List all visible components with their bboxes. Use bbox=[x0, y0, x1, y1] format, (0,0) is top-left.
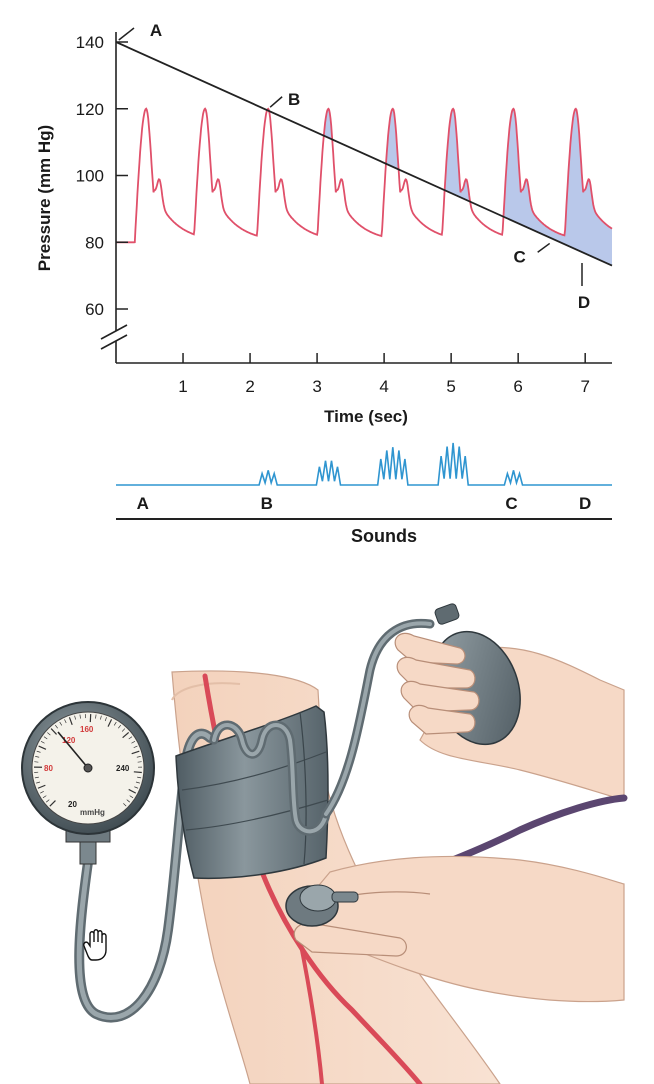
y-tick-label: 120 bbox=[76, 100, 104, 119]
gauge-tick bbox=[133, 745, 138, 749]
cuff-tubes bbox=[209, 618, 435, 836]
x-tick-label: 2 bbox=[245, 377, 254, 396]
pressure-chart: 60 80 100 120 140 1 2 3 4 5 6 7 Pressure (mm Hg) T… bbox=[35, 21, 613, 426]
y-tick-label: 140 bbox=[76, 33, 104, 52]
gauge-tick bbox=[50, 728, 58, 735]
sound-marker-D: D bbox=[579, 494, 591, 513]
gauge-tick bbox=[113, 721, 117, 726]
annotation-label-B: B bbox=[288, 90, 300, 109]
gauge-tick bbox=[129, 795, 134, 799]
annotation-label-C: C bbox=[514, 247, 526, 266]
gauge-tick bbox=[126, 799, 131, 803]
gauge-tick bbox=[40, 790, 44, 794]
gauge-tick bbox=[42, 795, 47, 799]
gauge-tick bbox=[128, 788, 137, 794]
sound-marker-B: B bbox=[261, 494, 273, 513]
gauge-tick bbox=[43, 736, 48, 740]
annotation-label-D: D bbox=[578, 293, 590, 312]
hand-cursor-icon bbox=[83, 929, 107, 961]
sounds-title: Sounds bbox=[351, 526, 417, 546]
gauge-tick bbox=[123, 803, 127, 807]
gauge-tick bbox=[54, 724, 58, 729]
gauge-tick bbox=[74, 715, 76, 720]
x-tick-label: 4 bbox=[379, 377, 388, 396]
cuff-pressure-line bbox=[115, 41, 613, 267]
gauge-tick bbox=[118, 724, 122, 729]
x-tick-label: 5 bbox=[446, 377, 455, 396]
y-tick-label: 100 bbox=[76, 167, 104, 186]
gauge-tick bbox=[37, 784, 46, 789]
gauge-tick bbox=[36, 781, 41, 784]
x-tick-label: 1 bbox=[178, 377, 187, 396]
gauge-tick bbox=[79, 714, 81, 719]
gauge-tick bbox=[40, 740, 45, 744]
stethoscope-hand bbox=[293, 855, 625, 1003]
y-axis-label: Pressure (mm Hg) bbox=[35, 125, 54, 271]
gauge-tick bbox=[107, 719, 113, 727]
gauge-tick-marks bbox=[33, 714, 142, 807]
y-tick-label: 60 bbox=[85, 300, 104, 319]
sound-marker-C: C bbox=[505, 494, 517, 513]
gauge-tick bbox=[136, 756, 141, 758]
gauge-label-240: 240 bbox=[116, 764, 130, 773]
annotation-leader bbox=[269, 96, 283, 108]
x-tick-label: 6 bbox=[513, 377, 522, 396]
gauge-tick bbox=[64, 719, 67, 724]
gauge-tick bbox=[45, 799, 50, 803]
pressure-gauge: 120 160 80 240 20 mmHg bbox=[21, 701, 155, 865]
gauge-tick bbox=[35, 756, 40, 758]
gauge-tick bbox=[121, 728, 126, 732]
x-axis-label: Time (sec) bbox=[324, 407, 408, 426]
sound-markers: A B C D bbox=[137, 494, 592, 513]
y-ticks: 60 80 100 120 140 bbox=[76, 33, 128, 319]
point-annotations: A B C D bbox=[118, 21, 590, 312]
arterial-pulse-curve bbox=[116, 107, 613, 244]
gauge-tick bbox=[95, 714, 97, 719]
gauge-tick bbox=[135, 781, 140, 784]
gauge-label-20: 20 bbox=[68, 800, 77, 809]
sound-marker-A: A bbox=[137, 494, 149, 513]
sounds-strip: A B C D Sounds bbox=[116, 442, 612, 546]
gauge-tick bbox=[36, 750, 41, 753]
x-tick-label: 7 bbox=[580, 377, 589, 396]
gauge-tick bbox=[59, 721, 63, 726]
gauge-needle bbox=[57, 731, 89, 769]
gauge-label-160: 160 bbox=[80, 725, 94, 734]
gauge-label-120: 120 bbox=[62, 736, 76, 745]
gauge-label-80: 80 bbox=[44, 764, 53, 773]
gauge-tick bbox=[49, 800, 56, 807]
gauge-tick bbox=[131, 750, 140, 755]
stethoscope-chestpiece bbox=[285, 884, 359, 927]
audible-region-fill bbox=[504, 108, 612, 266]
x-ticks: 1 2 3 4 5 6 7 bbox=[178, 353, 590, 396]
gauge-tick bbox=[133, 771, 142, 774]
x-tick-label: 3 bbox=[312, 377, 321, 396]
annotation-leader bbox=[118, 27, 135, 41]
gauge-tick bbox=[134, 786, 139, 789]
gauge-tick bbox=[47, 732, 51, 736]
gauge-tick bbox=[38, 745, 47, 750]
gauge-tick bbox=[100, 715, 102, 720]
annotation-leader bbox=[537, 242, 551, 253]
axis-break-icon bbox=[100, 324, 128, 350]
gauge-tick bbox=[137, 776, 142, 779]
gauge-unit-label: mmHg bbox=[80, 808, 105, 817]
sphygmomanometer-illustration: 120 160 80 240 20 mmHg bbox=[21, 603, 628, 1084]
y-tick-label: 80 bbox=[85, 233, 104, 252]
annotation-label-A: A bbox=[150, 21, 162, 40]
gauge-tick bbox=[131, 740, 136, 744]
gauge-tick bbox=[34, 776, 39, 779]
gauge-tick bbox=[104, 717, 107, 722]
gauge-tick bbox=[122, 732, 130, 739]
korotkoff-sound-trace bbox=[116, 442, 612, 486]
bulb-hand bbox=[394, 603, 625, 801]
gauge-tick bbox=[68, 717, 73, 726]
gauge-tick bbox=[128, 736, 133, 740]
